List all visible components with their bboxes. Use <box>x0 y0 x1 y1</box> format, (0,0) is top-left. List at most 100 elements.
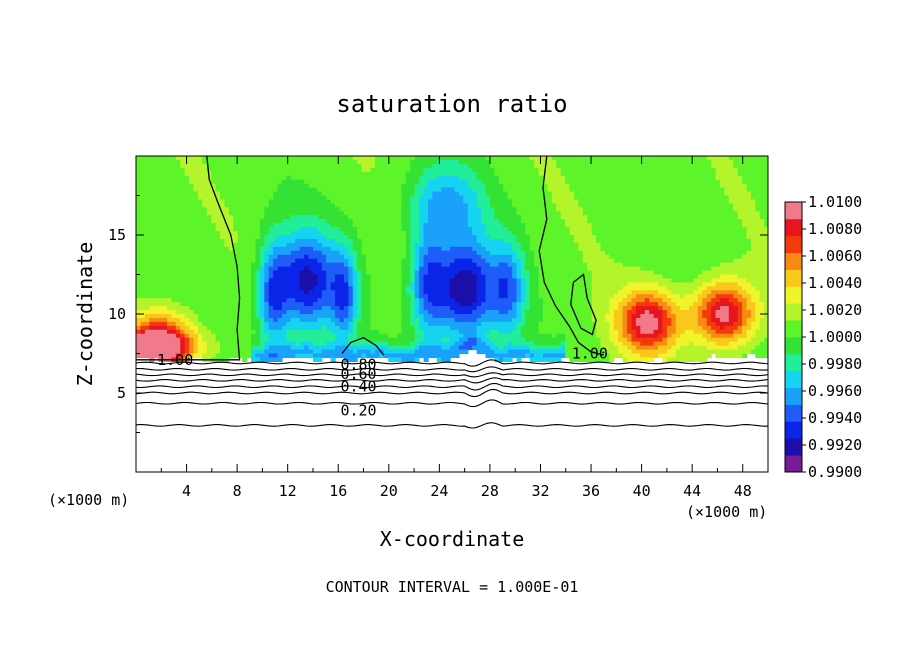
heatmap-cell <box>255 215 261 220</box>
heatmap-cell <box>348 306 354 311</box>
heatmap-cell <box>251 223 257 228</box>
heatmap-cell <box>175 270 181 276</box>
heatmap-cell <box>312 321 318 327</box>
heatmap-cell <box>445 294 451 299</box>
heatmap-cell <box>295 167 301 173</box>
heatmap-cell <box>467 187 473 193</box>
heatmap-cell <box>202 270 208 276</box>
heatmap-cell <box>423 242 429 248</box>
heatmap-cell <box>140 159 146 165</box>
heatmap-cell <box>520 231 526 236</box>
heatmap-cell <box>498 258 504 264</box>
heatmap-cell <box>255 175 261 181</box>
heatmap-cell <box>335 199 341 204</box>
heatmap-cell <box>206 270 212 276</box>
heatmap-cell <box>503 258 509 264</box>
heatmap-cell <box>450 250 456 256</box>
heatmap-cell <box>166 250 172 256</box>
heatmap-cell <box>175 191 181 197</box>
heatmap-cell <box>383 317 389 323</box>
heatmap-cell <box>441 187 447 193</box>
heatmap-cell <box>339 199 345 204</box>
heatmap-cell <box>242 199 248 204</box>
heatmap-cell <box>423 266 429 272</box>
heatmap-cell <box>392 223 398 228</box>
heatmap-cell <box>357 321 363 327</box>
heatmap-cell <box>255 333 261 339</box>
heatmap-cell <box>220 294 226 299</box>
heatmap-cell <box>308 167 314 173</box>
heatmap-cell <box>556 341 562 347</box>
heatmap-cell <box>445 156 451 161</box>
heatmap-cell <box>467 171 473 177</box>
heatmap-cell <box>556 357 562 362</box>
heatmap-cell <box>560 242 566 248</box>
heatmap-cell <box>343 231 349 236</box>
heatmap-cell <box>206 231 212 236</box>
heatmap-cell <box>388 254 394 260</box>
heatmap-cell <box>388 175 394 181</box>
heatmap-cell <box>467 329 473 335</box>
heatmap-cell <box>366 191 372 197</box>
heatmap-cell <box>445 310 451 315</box>
heatmap-cell <box>317 321 323 327</box>
heatmap-cell <box>348 325 354 331</box>
heatmap-cell <box>175 314 181 319</box>
heatmap-cell <box>507 298 513 303</box>
heatmap-cell <box>348 349 354 355</box>
heatmap-cell <box>273 345 279 351</box>
heatmap-cell <box>410 333 416 339</box>
heatmap-cell <box>206 278 212 283</box>
heatmap-cell <box>556 325 562 331</box>
heatmap-cell <box>543 219 549 224</box>
heatmap-cell <box>335 246 341 252</box>
heatmap-cell <box>162 349 168 355</box>
heatmap-cell <box>405 179 411 185</box>
heatmap-cell <box>489 171 495 177</box>
heatmap-cell <box>379 333 385 339</box>
heatmap-cell <box>202 310 208 315</box>
heatmap-cell <box>543 270 549 276</box>
heatmap-cell <box>251 353 257 359</box>
heatmap-cell <box>308 156 314 161</box>
heatmap-cell <box>286 353 292 359</box>
heatmap-cell <box>175 262 181 268</box>
heatmap-cell <box>339 211 345 216</box>
heatmap-cell <box>534 238 540 244</box>
heatmap-cell <box>206 199 212 204</box>
heatmap-cell <box>175 345 181 351</box>
heatmap-cell <box>197 242 203 248</box>
heatmap-cell <box>538 286 544 291</box>
heatmap-cell <box>189 262 195 268</box>
heatmap-cell <box>476 310 482 315</box>
heatmap-cell <box>242 353 248 359</box>
heatmap-cell <box>326 199 332 204</box>
heatmap-cell <box>273 246 279 252</box>
heatmap-cell <box>304 262 310 268</box>
heatmap-cell <box>317 341 323 347</box>
heatmap-cell <box>507 282 513 287</box>
heatmap-cell <box>343 302 349 307</box>
heatmap-cell <box>255 278 261 283</box>
heatmap-cell <box>171 242 177 248</box>
heatmap-cell <box>370 246 376 252</box>
heatmap-cell <box>427 294 433 299</box>
heatmap-cell <box>436 175 442 181</box>
heatmap-cell <box>414 345 420 351</box>
heatmap-cell <box>374 207 380 212</box>
heatmap-cell <box>463 238 469 244</box>
heatmap-cell <box>189 266 195 272</box>
heatmap-cell <box>251 219 257 224</box>
heatmap-cell <box>255 345 261 351</box>
heatmap-cell <box>512 321 518 327</box>
heatmap-cell <box>299 337 305 343</box>
heatmap-cell <box>516 159 522 165</box>
heatmap-cell <box>339 235 345 240</box>
heatmap-cell <box>436 187 442 193</box>
heatmap-cell <box>498 290 504 295</box>
heatmap-cell <box>436 302 442 307</box>
heatmap-cell <box>529 242 535 248</box>
heatmap-cell <box>441 302 447 307</box>
heatmap-cell <box>467 163 473 169</box>
heatmap-cell <box>166 345 172 351</box>
